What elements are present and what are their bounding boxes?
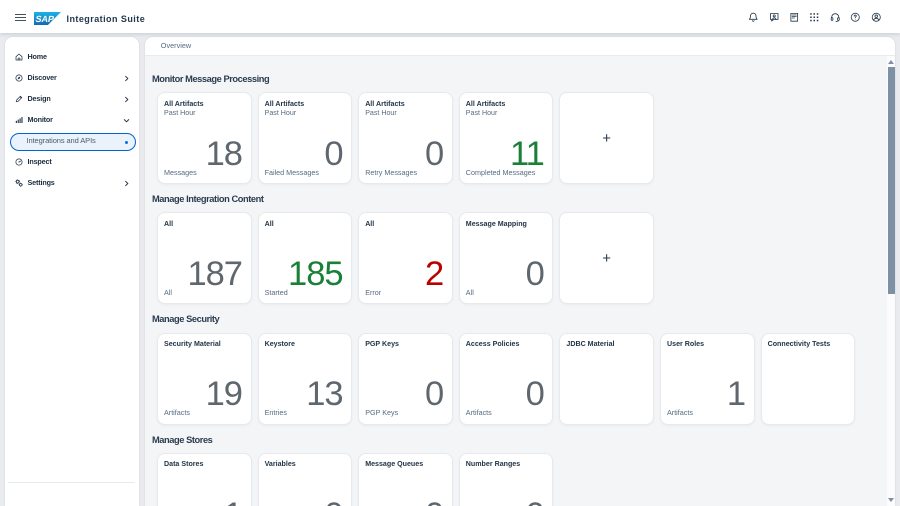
svg-text:SAP: SAP bbox=[35, 14, 55, 24]
